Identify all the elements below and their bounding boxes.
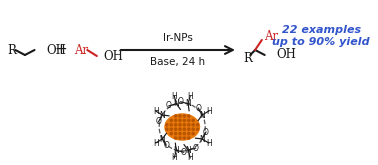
Text: R: R [8, 44, 17, 56]
Circle shape [170, 124, 172, 126]
Text: Ar: Ar [264, 30, 278, 43]
Text: O: O [178, 97, 184, 106]
Circle shape [179, 128, 181, 130]
Circle shape [188, 115, 190, 117]
Text: H: H [206, 138, 212, 148]
Circle shape [175, 137, 177, 139]
Circle shape [192, 124, 194, 126]
Circle shape [175, 132, 177, 135]
Circle shape [192, 132, 194, 135]
Text: N: N [199, 111, 205, 119]
Circle shape [170, 132, 172, 135]
Circle shape [175, 115, 177, 117]
Text: H: H [206, 106, 212, 115]
Text: N: N [185, 99, 191, 108]
Text: H: H [153, 106, 158, 115]
Circle shape [175, 119, 177, 121]
Text: N: N [160, 111, 165, 119]
Text: N: N [185, 146, 191, 155]
Text: Base, 24 h: Base, 24 h [150, 57, 206, 67]
Circle shape [183, 128, 186, 130]
Text: O: O [166, 101, 172, 110]
Text: N: N [174, 146, 179, 155]
Circle shape [179, 119, 181, 121]
Circle shape [179, 137, 181, 139]
Circle shape [179, 132, 181, 135]
Text: H: H [171, 153, 177, 162]
Text: O: O [195, 104, 201, 113]
Text: H: H [171, 92, 177, 101]
Text: H: H [187, 92, 193, 101]
Text: R: R [243, 51, 252, 65]
Circle shape [175, 124, 177, 126]
Text: O: O [163, 141, 169, 150]
Circle shape [188, 132, 190, 135]
Text: up to 90% yield: up to 90% yield [273, 37, 370, 47]
Circle shape [166, 128, 168, 130]
Ellipse shape [165, 114, 200, 140]
Text: O: O [203, 128, 209, 137]
Circle shape [179, 115, 181, 117]
Circle shape [188, 119, 190, 121]
Circle shape [175, 128, 177, 130]
Text: N: N [160, 134, 165, 144]
Circle shape [166, 124, 168, 126]
Circle shape [197, 128, 198, 130]
Circle shape [188, 128, 190, 130]
Text: O: O [181, 148, 187, 157]
Circle shape [183, 115, 186, 117]
Circle shape [192, 119, 194, 121]
Circle shape [188, 124, 190, 126]
Text: N: N [174, 99, 179, 108]
Circle shape [170, 119, 172, 121]
Circle shape [179, 124, 181, 126]
Circle shape [183, 132, 186, 135]
Text: H: H [187, 153, 193, 162]
Text: 22 examples: 22 examples [282, 25, 361, 35]
Circle shape [183, 124, 186, 126]
Circle shape [183, 137, 186, 139]
Text: Ar: Ar [74, 44, 88, 56]
Circle shape [192, 128, 194, 130]
Text: Ir-NPs: Ir-NPs [163, 33, 193, 43]
Text: H: H [153, 138, 158, 148]
Text: OH: OH [104, 50, 124, 63]
Text: +: + [54, 43, 67, 57]
Text: O: O [193, 144, 198, 153]
Text: OH: OH [46, 44, 66, 56]
Circle shape [183, 119, 186, 121]
Circle shape [170, 128, 172, 130]
Text: N: N [199, 134, 205, 144]
Circle shape [197, 124, 198, 126]
Text: OH: OH [276, 49, 296, 62]
Circle shape [188, 137, 190, 139]
Text: O: O [155, 117, 161, 126]
